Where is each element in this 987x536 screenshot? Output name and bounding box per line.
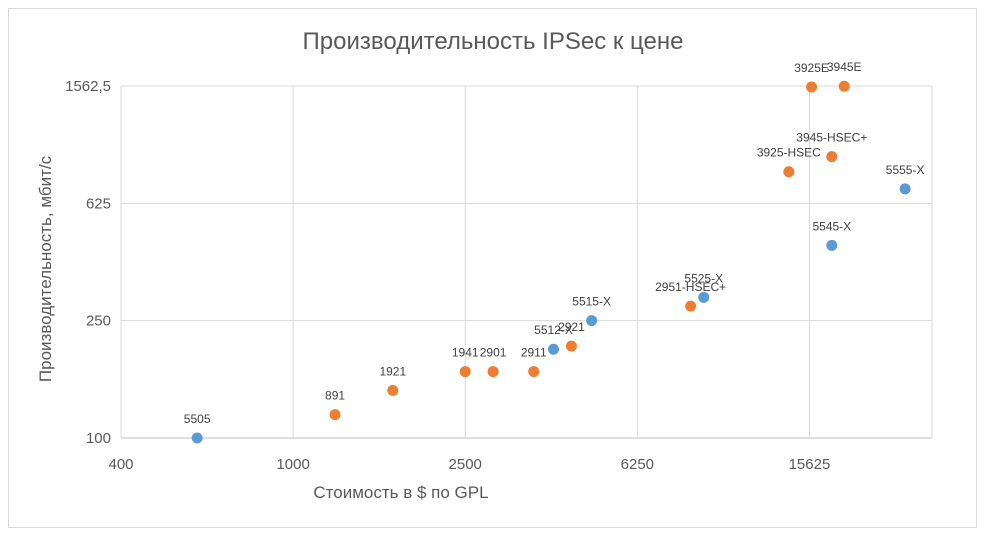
x-axis-title: Стоимость в $ по GPL [313, 483, 488, 502]
data-point [565, 340, 577, 352]
y-tick-label: 625 [86, 195, 111, 212]
data-label: 2951-HSEC+ [655, 280, 726, 294]
gridlines [120, 85, 933, 439]
data-label: 5505 [184, 412, 211, 426]
y-tick-label: 1562,5 [65, 78, 111, 95]
data-label: 891 [325, 389, 345, 403]
x-tick-label: 400 [108, 456, 133, 473]
data-point [528, 366, 540, 378]
data-point [548, 343, 560, 355]
data-point [191, 432, 203, 444]
data-point [685, 300, 697, 312]
y-axis-title: Производительность, мбит/с [36, 155, 55, 382]
chart-title: Производительность IPSec к цене [303, 28, 684, 55]
y-tick-label: 250 [86, 313, 111, 330]
data-label: 5515-X [572, 295, 611, 309]
data-point [459, 366, 471, 378]
data-labels: 5505 5512-X 5515-X 5525-X 5545-X 5555-X 891 192… [184, 60, 925, 426]
chart-frame: 100 250 625 1562,5 400 1000 2500 6250 15625 Прои… [8, 8, 977, 528]
data-label: 3945-HSEC+ [796, 131, 867, 145]
data-label: 5525-X [684, 271, 723, 285]
data-point [387, 384, 399, 396]
data-label: 2901 [480, 346, 507, 360]
x-tick-label: 2500 [449, 456, 482, 473]
x-tick-label: 15625 [789, 456, 831, 473]
data-label: 5545-X [812, 219, 851, 233]
data-point [826, 151, 838, 163]
x-tick-label: 1000 [276, 456, 309, 473]
chart-svg: 100 250 625 1562,5 400 1000 2500 6250 15625 Прои… [36, 28, 933, 502]
tick-labels: 100 250 625 1562,5 400 1000 2500 6250 15625 [65, 78, 830, 473]
data-points [191, 80, 911, 444]
y-tick-label: 100 [86, 430, 111, 447]
data-label: 5512-X [534, 323, 573, 337]
data-label: 2921 [558, 320, 585, 334]
data-point [783, 166, 795, 178]
data-point [838, 80, 850, 92]
data-label: 3925-HSEC [757, 146, 821, 160]
data-point [329, 409, 341, 421]
data-point [826, 239, 838, 251]
data-point [698, 291, 710, 303]
data-label: 1921 [379, 364, 406, 378]
data-point [899, 183, 911, 195]
data-point [487, 366, 499, 378]
x-tick-label: 6250 [621, 456, 654, 473]
data-label: 5555-X [886, 163, 925, 177]
data-label: 2911 [521, 346, 547, 360]
data-label: 3925E [794, 61, 829, 75]
data-point [586, 315, 598, 327]
series-2 [329, 80, 850, 421]
series-1 [191, 183, 911, 444]
data-label: 3945E [827, 60, 862, 74]
data-label: 1941 [452, 346, 479, 360]
data-point [806, 81, 818, 93]
